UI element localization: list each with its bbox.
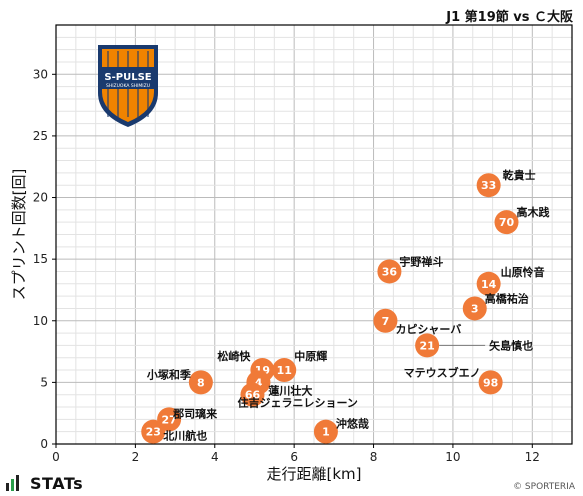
- point-name-label: 郡司璃来: [172, 406, 218, 420]
- axes: 0 2 4 6 8 10 12 0 5 10 15 20 25 30 走行距離[km] スプリント回数[回]: [10, 24, 573, 483]
- data-point: [141, 419, 166, 444]
- data-point: [373, 308, 398, 333]
- data-point: [377, 259, 402, 284]
- point-number-label: 36: [382, 265, 398, 278]
- point-name-label: 矢島慎也: [489, 338, 533, 352]
- point-name-label: 乾貴士: [503, 168, 536, 182]
- logo-text: S-PULSE: [104, 72, 151, 83]
- x-tick-label: 0: [52, 450, 60, 464]
- point-name-label: マテウスブエノ: [404, 365, 481, 379]
- y-tick-label: 15: [33, 252, 48, 266]
- point-name-label: 山原怜音: [501, 265, 545, 279]
- point-name-label: 沖悠哉: [336, 417, 369, 431]
- data-point: [494, 210, 519, 235]
- point-number-label: 98: [483, 376, 498, 389]
- y-tick-label: 20: [33, 191, 48, 205]
- x-tick-label: 6: [290, 450, 298, 464]
- point-name-label: 高木践: [517, 205, 550, 219]
- point-name-label: カピシャーバ: [395, 323, 461, 336]
- point-number-label: 21: [419, 339, 434, 352]
- point-name-label: 宇野禅斗: [399, 254, 443, 268]
- y-tick-label: 30: [33, 67, 48, 81]
- data-point: [415, 333, 440, 358]
- bar-chart-icon: [6, 475, 19, 491]
- x-tick-label: 12: [525, 450, 540, 464]
- brand-label: STATs: [30, 473, 84, 493]
- point-number-label: 27: [161, 413, 176, 426]
- point-name-label: 北川航也: [163, 429, 207, 443]
- x-tick-label: 10: [445, 450, 460, 464]
- copyright-label: © SPORTERIA: [513, 482, 575, 492]
- data-point: [188, 370, 213, 395]
- x-tick-label: 2: [132, 450, 140, 464]
- point-number-label: 8: [197, 376, 205, 389]
- point-name-label: 高橋祐治: [485, 291, 529, 305]
- data-point: [240, 382, 265, 407]
- point-number-label: 1: [322, 426, 330, 439]
- point-name-label: 小塚和季: [146, 367, 192, 381]
- point-number-label: 14: [481, 278, 497, 291]
- point-number-label: 11: [277, 364, 292, 377]
- point-number-label: 70: [499, 216, 515, 229]
- point-number-label: 7: [382, 315, 390, 328]
- point-name-label: 蓮川壮大: [268, 383, 312, 397]
- point-number-label: 33: [481, 179, 496, 192]
- data-point: [476, 173, 501, 198]
- x-tick-label: 8: [370, 450, 378, 464]
- point-name-label: 中原輝: [294, 349, 327, 363]
- y-tick-label: 25: [33, 129, 48, 143]
- y-tick-label: 0: [40, 437, 48, 451]
- logo-banner: [101, 67, 155, 89]
- data-point: [478, 370, 503, 395]
- y-tick-label: 5: [40, 375, 48, 389]
- stats-logo: STATs: [6, 473, 84, 493]
- y-tick-label: 10: [33, 314, 48, 328]
- point-name-label: 松崎快: [217, 349, 251, 363]
- logo-subtext: SHIZUOKA SHIMIZU: [106, 83, 150, 89]
- x-axis-title: 走行距離[km]: [266, 465, 361, 483]
- x-tick-label: 4: [211, 450, 219, 464]
- match-title: J1 第19節 vs Ｃ大阪: [446, 10, 573, 25]
- data-point: [313, 419, 338, 444]
- point-name-label: 住吉ジェラニレショーン: [237, 396, 357, 410]
- point-number-label: 3: [471, 302, 479, 315]
- data-point: [476, 271, 501, 296]
- plot-frame: [55, 24, 573, 445]
- data-point: [462, 296, 487, 321]
- point-number-label: 66: [245, 389, 261, 402]
- data-point: [272, 358, 297, 383]
- point-number-label: 23: [146, 426, 161, 439]
- point-number-label: 4: [255, 376, 263, 389]
- y-axis-title: スプリント回数[回]: [10, 169, 28, 301]
